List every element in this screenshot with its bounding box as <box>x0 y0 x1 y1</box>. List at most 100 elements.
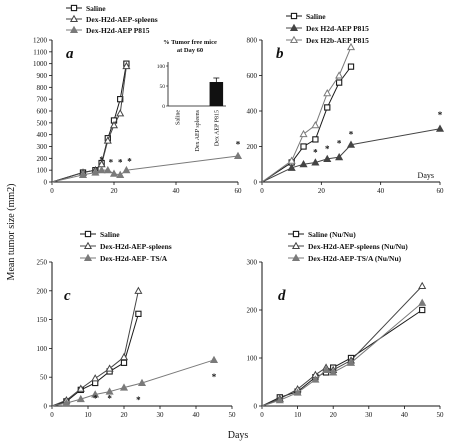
legend-marker <box>69 25 79 34</box>
legend-label: Saline <box>86 4 106 13</box>
y-tick-label: 800 <box>247 37 258 45</box>
significance-star: * <box>107 393 112 403</box>
legend-marker <box>84 230 92 238</box>
panel-b: 0 200 400 600 800 0 20 40 60 b Days Saline Dex H2d-A… <box>247 12 445 195</box>
series-line <box>261 309 423 407</box>
data-point <box>137 378 147 387</box>
y-tick-label: 100 <box>37 167 48 175</box>
data-point <box>323 154 332 162</box>
inset-y-tick-label: 0 <box>162 104 165 110</box>
x-tick-label: 60 <box>235 187 243 195</box>
data-point <box>324 104 331 111</box>
legend-label: Dex-H2d-AEP-spleens <box>100 242 172 251</box>
data-point <box>76 394 85 403</box>
y-tick-label: 300 <box>247 259 258 267</box>
significance-star: * <box>438 110 443 120</box>
data-point <box>91 374 100 382</box>
legend-label: Dex-H2d-AEP-TS/A (Nu/Nu) <box>308 254 402 263</box>
legend-marker <box>83 253 93 262</box>
data-point <box>322 365 331 374</box>
data-point <box>311 375 320 383</box>
inset-category-label: Dex AEP spleens <box>195 109 201 151</box>
significance-star: * <box>349 130 354 140</box>
y-tick-label: 800 <box>37 84 48 92</box>
x-tick-label: 10 <box>85 411 93 419</box>
shared-ylabel: Mean tumor size (mm2) <box>6 184 17 281</box>
data-point <box>209 355 219 363</box>
y-tick-label: 0 <box>44 179 48 187</box>
x-tick-label: 0 <box>50 187 54 195</box>
y-tick-label: 0 <box>44 403 48 411</box>
data-point <box>299 160 308 168</box>
series-line <box>261 46 352 183</box>
y-tick-label: 600 <box>247 72 258 80</box>
inset-category-label: Dex AEP P815 <box>214 110 220 146</box>
y-tick-label: 0 <box>254 179 258 187</box>
data-point <box>78 170 88 178</box>
panel-letter: c <box>64 288 71 304</box>
inset-y-tick-label: 100 <box>157 64 166 70</box>
x-axis-label: Days <box>418 171 434 180</box>
inset-category-label: Saline <box>176 110 182 125</box>
data-point <box>233 151 243 160</box>
data-point <box>91 390 100 398</box>
legend-label: Dex-H2d-AEP-spleens <box>86 15 158 24</box>
legend-marker <box>292 230 300 238</box>
x-tick-label: 10 <box>294 411 302 419</box>
significance-star: * <box>337 139 342 149</box>
data-point <box>347 63 355 70</box>
y-tick-label: 900 <box>37 72 48 80</box>
data-point <box>346 42 356 51</box>
data-point <box>122 165 131 174</box>
legend-marker <box>291 241 301 250</box>
data-point <box>116 109 125 117</box>
y-tick-label: 200 <box>37 155 48 163</box>
legend-label: Saline <box>306 12 326 21</box>
panel-letter: a <box>66 46 74 62</box>
data-point <box>116 170 125 178</box>
y-tick-label: 600 <box>37 108 48 116</box>
x-tick-label: 30 <box>157 411 165 419</box>
data-point <box>62 398 71 407</box>
x-tick-label: 40 <box>377 187 385 195</box>
y-tick-label: 1200 <box>33 37 48 45</box>
data-point <box>91 168 100 176</box>
x-tick-label: 40 <box>173 187 181 195</box>
y-tick-label: 200 <box>37 287 48 295</box>
data-point <box>435 124 445 132</box>
data-point <box>119 352 129 361</box>
x-tick-label: 20 <box>318 187 326 195</box>
panel-a: 0100200300400500600700800900100011001200… <box>33 4 243 195</box>
significance-star: * <box>93 393 98 403</box>
legend-marker <box>69 14 79 23</box>
y-tick-label: 100 <box>37 345 48 353</box>
x-tick-label: 50 <box>437 411 445 419</box>
data-point <box>103 136 112 144</box>
significance-star: * <box>236 140 241 150</box>
data-point <box>287 163 296 171</box>
data-point <box>117 96 124 103</box>
data-point <box>335 71 344 79</box>
data-point <box>97 165 106 174</box>
data-point <box>105 387 114 395</box>
data-point <box>418 281 427 290</box>
y-tick-label: 400 <box>247 108 258 116</box>
data-point <box>312 136 319 143</box>
data-point <box>293 388 302 396</box>
data-point <box>311 158 320 166</box>
inset-y-tick-label: 50 <box>160 84 166 90</box>
y-tick-label: 500 <box>37 119 48 127</box>
series-line <box>261 285 423 407</box>
y-tick-label: 1100 <box>33 48 47 56</box>
data-point <box>335 152 344 161</box>
panel-letter: d <box>278 288 286 304</box>
significance-star: * <box>99 155 104 165</box>
data-point <box>120 359 128 366</box>
legend-label: Dex H2d-AEP P815 <box>306 24 369 33</box>
legend-marker <box>289 35 299 44</box>
panel-letter: b <box>276 46 284 62</box>
data-point <box>418 298 427 306</box>
data-point <box>76 384 85 392</box>
data-point <box>419 306 426 314</box>
x-tick-label: 40 <box>193 411 201 419</box>
